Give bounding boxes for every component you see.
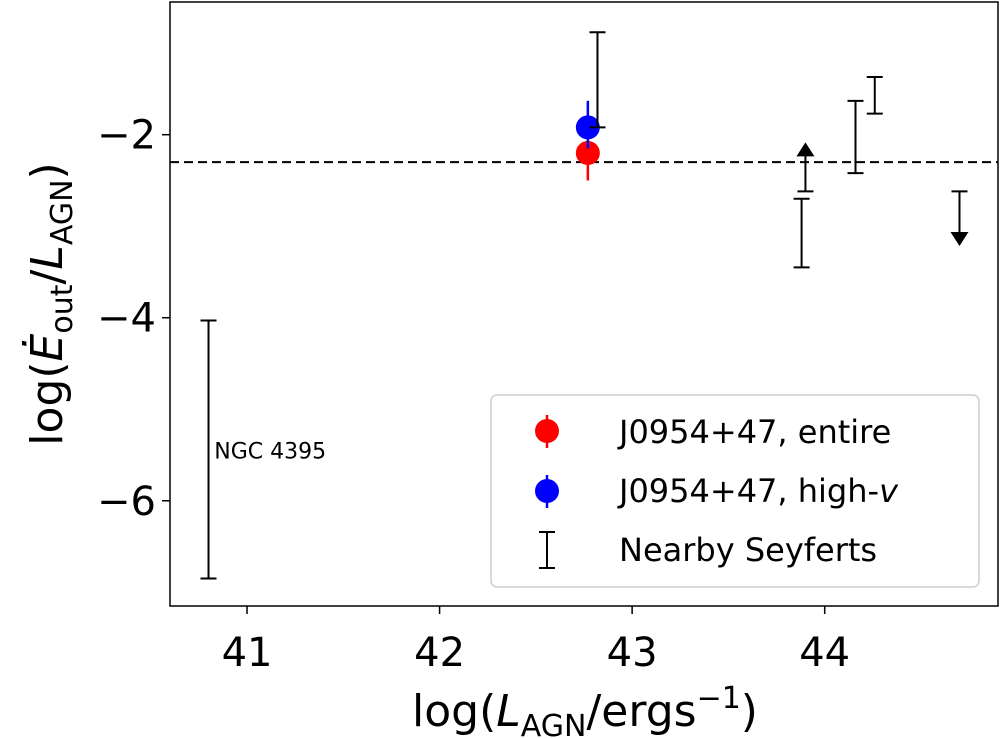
point-marker — [575, 141, 600, 165]
legend-box — [490, 394, 980, 588]
x-tick-label: 44 — [799, 630, 850, 676]
plot-area: NGC 4395 — [170, 31, 998, 580]
legend-marker-red-circle — [535, 419, 559, 443]
legend-label-high-v: J0954+47, high-v — [617, 472, 899, 510]
y-tick-label: −4 — [97, 296, 156, 342]
seyfert-errorbar — [793, 197, 810, 269]
legend-entry-high-v: J0954+47, high-v — [535, 472, 899, 510]
axes: 41 42 43 44 −2 −4 −6 — [97, 1, 999, 676]
legend-entry-seyferts: Nearby Seyferts — [539, 531, 877, 569]
lower-limit-arrow — [796, 142, 815, 157]
x-tick-label: 42 — [414, 630, 465, 676]
x-axis-label: log(LAGN/ergs−1) — [412, 681, 758, 739]
data-point-high-v — [575, 100, 600, 149]
y-tick-label: −6 — [97, 479, 156, 525]
seyfert-errorbar — [589, 31, 606, 129]
seyfert-errorbar — [796, 142, 815, 193]
x-tick-label: 41 — [222, 630, 273, 676]
point-marker — [575, 115, 600, 140]
seyfert-errorbar — [950, 190, 969, 246]
legend-label-entire: J0954+47, entire — [617, 413, 891, 451]
y-tick-label: −2 — [97, 113, 156, 159]
plot-frame — [169, 1, 999, 607]
legend-marker-blue-circle — [535, 479, 559, 503]
y-axis-label: log(Ėout/LAGN) — [21, 162, 80, 445]
legend: J0954+47, entire J0954+47, high-v Nearby… — [490, 394, 980, 588]
seyfert-errorbar — [866, 76, 883, 115]
legend-label-seyferts: Nearby Seyferts — [619, 531, 877, 569]
x-tick-label: 43 — [607, 630, 658, 676]
legend-entry-entire: J0954+47, entire — [535, 413, 891, 451]
upper-limit-arrow — [950, 231, 969, 246]
annotation-label: NGC 4395 — [214, 439, 326, 464]
seyfert-errorbar — [847, 99, 864, 175]
seyfert-errorbar — [200, 319, 217, 580]
